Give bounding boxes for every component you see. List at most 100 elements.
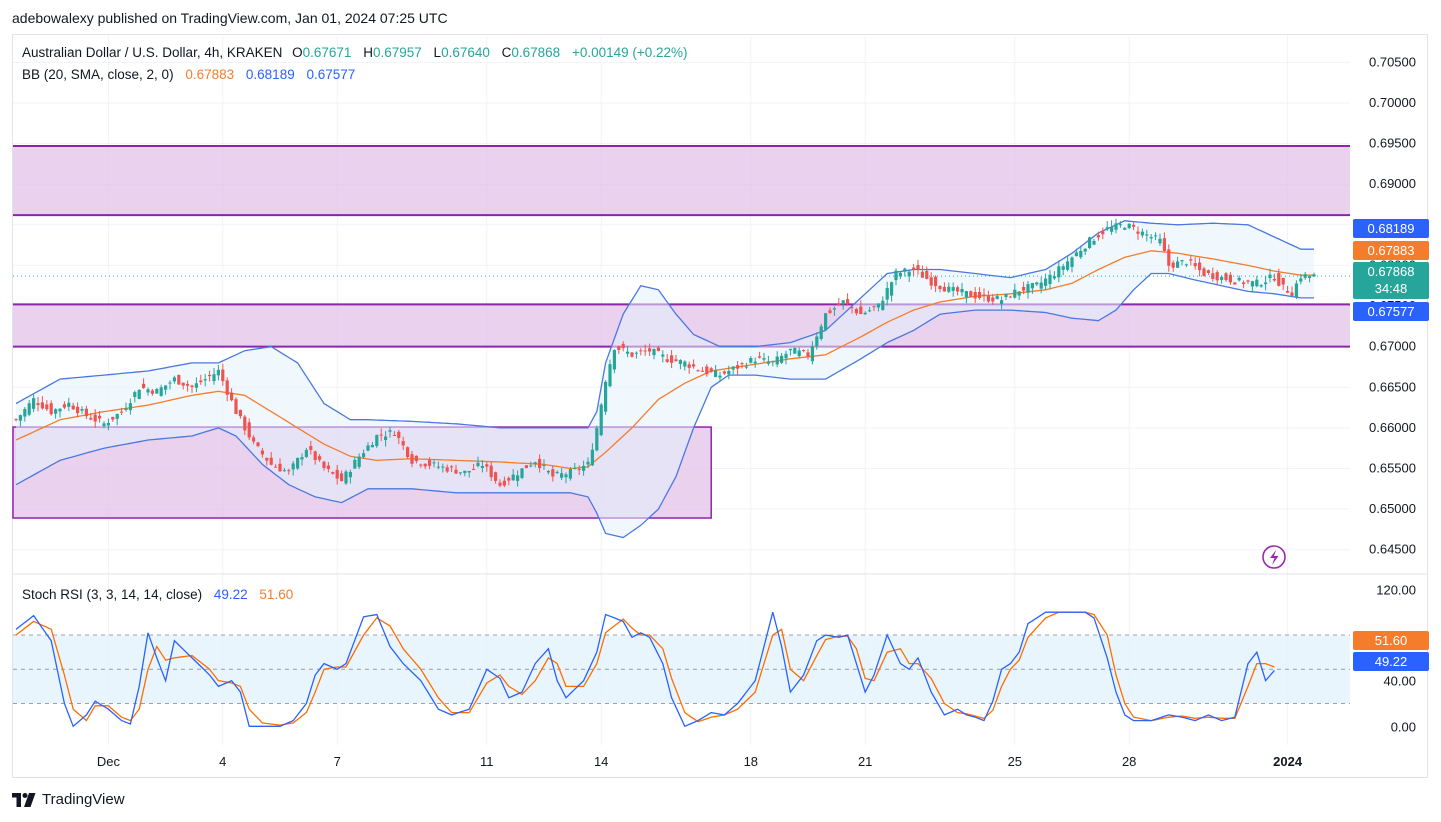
- candle-body: [890, 282, 894, 296]
- candle-body: [511, 474, 515, 481]
- candle-body: [203, 379, 207, 381]
- candle-body: [564, 474, 568, 478]
- close-label: C: [501, 45, 512, 60]
- candle-body: [1110, 226, 1114, 232]
- candle-body: [652, 348, 656, 356]
- candle-body: [1022, 287, 1026, 291]
- candle-body: [71, 405, 75, 410]
- candle-body: [1246, 280, 1250, 282]
- candle-body: [986, 295, 990, 302]
- candle-body: [797, 350, 801, 357]
- candle-body: [582, 465, 586, 471]
- stoch-rsi-legend[interactable]: Stoch RSI (3, 3, 14, 14, close) 49.22 51…: [22, 587, 297, 602]
- candle-body: [1220, 276, 1224, 280]
- candle-body: [1228, 274, 1232, 283]
- candle-body: [142, 383, 146, 388]
- candle-body: [115, 413, 119, 419]
- candle-body: [247, 422, 251, 438]
- candle-body: [1281, 277, 1285, 285]
- candle-body: [938, 286, 942, 290]
- candle-body: [771, 361, 775, 363]
- candle-body: [753, 361, 757, 364]
- price-tick-label: 0.69500: [1369, 136, 1416, 151]
- candle-body: [234, 399, 238, 414]
- symbol-legend[interactable]: Australian Dollar / U.S. Dollar, 4h, KRA…: [22, 45, 692, 60]
- price-tick-label: 0.67000: [1369, 339, 1416, 354]
- candle-body: [221, 369, 225, 382]
- low-value: 0.67640: [441, 45, 490, 60]
- candle-body: [656, 347, 660, 352]
- candle-body: [49, 403, 53, 415]
- candle-body: [1123, 228, 1127, 230]
- candle-body: [111, 416, 115, 420]
- candle-body: [1048, 274, 1052, 285]
- candle-body: [208, 374, 212, 377]
- candle-body: [947, 286, 951, 292]
- candle-body: [683, 361, 687, 367]
- candle-body: [335, 469, 339, 479]
- candle-body: [678, 360, 682, 364]
- candle-body: [925, 270, 929, 279]
- candle-body: [1070, 257, 1074, 267]
- candle-body: [370, 444, 374, 448]
- candle-body: [238, 409, 242, 417]
- candle-body: [309, 445, 313, 450]
- price-tick-label: 0.65000: [1369, 501, 1416, 516]
- candle-body: [762, 358, 766, 360]
- symbol-title: Australian Dollar / U.S. Dollar, 4h, KRA…: [22, 45, 283, 60]
- candle-body: [740, 363, 744, 365]
- candle-body: [1114, 223, 1118, 230]
- close-value: 0.67868: [511, 45, 561, 60]
- candle-body: [1312, 274, 1316, 277]
- candle-body: [392, 434, 396, 436]
- candle-body: [599, 404, 603, 436]
- open-value: 0.67671: [302, 45, 352, 60]
- high-value: 0.67957: [372, 45, 422, 60]
- candle-body: [1202, 268, 1206, 276]
- candle-body: [1092, 240, 1096, 245]
- candle-body: [467, 470, 471, 473]
- candle-body: [885, 287, 889, 300]
- candle-body: [322, 461, 326, 469]
- candle-body: [291, 463, 295, 470]
- candle-body: [621, 343, 625, 349]
- candle-body: [137, 389, 141, 400]
- tradingview-logo-icon: [12, 792, 36, 807]
- candle-body: [1277, 273, 1281, 286]
- bb-legend[interactable]: BB (20, SMA, close, 2, 0) 0.67883 0.6818…: [22, 67, 359, 82]
- candle-body: [445, 467, 449, 472]
- candle-body: [538, 458, 542, 469]
- tradingview-logo[interactable]: TradingView: [12, 791, 125, 808]
- stoch-k-line: [15, 611, 1275, 728]
- candle-body: [225, 380, 229, 395]
- candle-body: [397, 431, 401, 439]
- candle-body: [973, 292, 977, 299]
- candle-body: [608, 364, 612, 387]
- candle-body: [93, 414, 97, 422]
- candle-body: [362, 453, 366, 458]
- candle-body: [1259, 285, 1263, 287]
- price-tick-label: 0.65500: [1369, 460, 1416, 475]
- candle-body: [260, 450, 264, 455]
- candle-body: [1299, 278, 1303, 282]
- candle-body: [485, 464, 489, 467]
- candle-body: [296, 457, 300, 469]
- rsi-tick-label: 120.00: [1376, 582, 1416, 597]
- candle-body: [674, 359, 678, 362]
- candle-body: [252, 437, 256, 442]
- candle-body: [1171, 262, 1175, 268]
- candle-body: [230, 392, 234, 401]
- candle-body: [551, 469, 555, 477]
- candle-body: [969, 291, 973, 297]
- candle-body: [586, 461, 590, 465]
- bb-lower-value: 0.67577: [306, 67, 356, 82]
- time-tick-label: 14: [594, 754, 608, 769]
- candle-body: [106, 422, 110, 426]
- candle-body: [102, 423, 106, 427]
- published-caption: adebowalexy published on TradingView.com…: [12, 10, 448, 26]
- candle-body: [331, 472, 335, 474]
- candle-body: [357, 456, 361, 467]
- bb-upper-price-tag: 0.68189: [1353, 219, 1429, 238]
- alert-lightning-icon[interactable]: [1262, 545, 1286, 569]
